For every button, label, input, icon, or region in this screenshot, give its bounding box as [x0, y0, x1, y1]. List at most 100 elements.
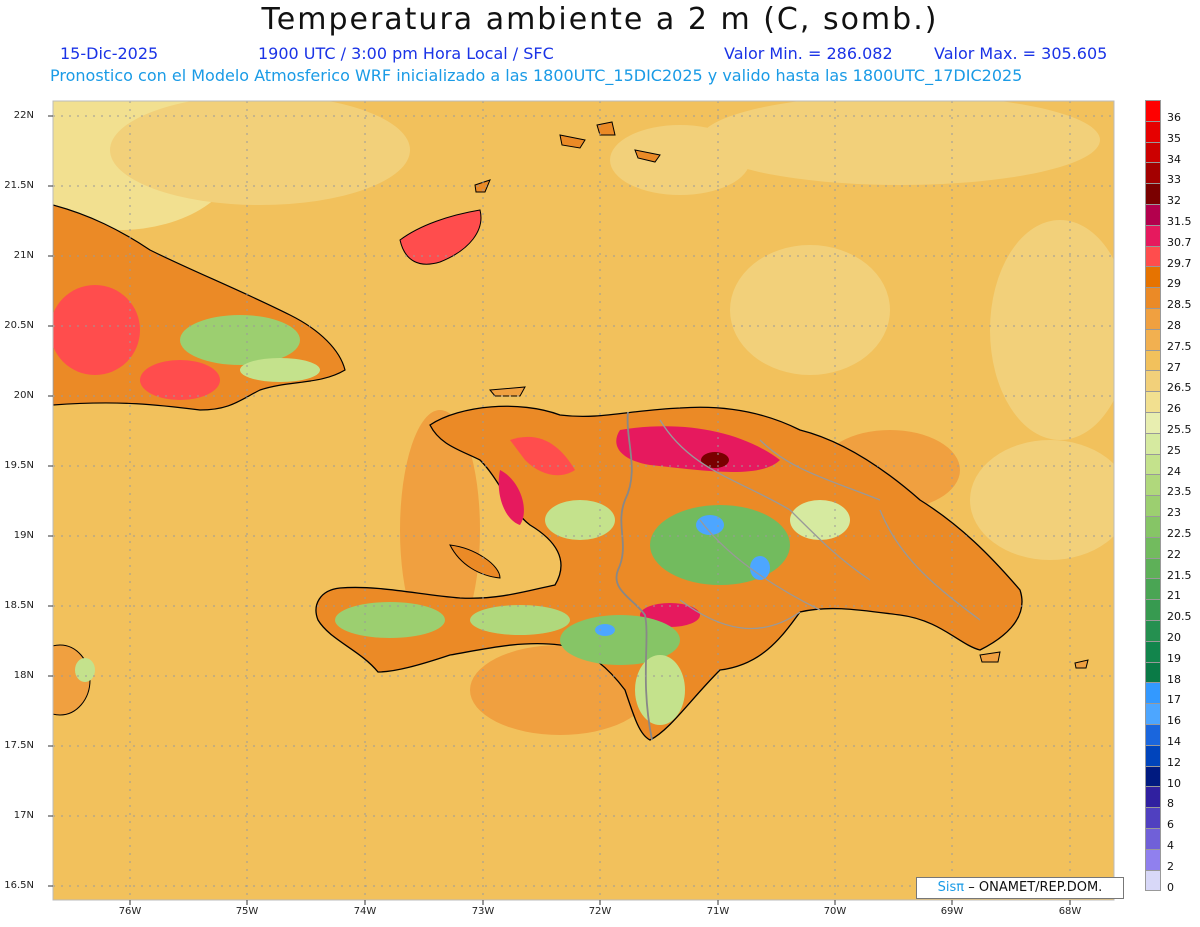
colorbar-label: 0 — [1167, 880, 1174, 894]
colorbar-swatch — [1145, 349, 1161, 372]
lat-label: 19N — [13, 530, 34, 541]
colorbar-swatch — [1145, 120, 1161, 143]
colorbar-swatch — [1145, 536, 1161, 559]
cold-peak — [750, 556, 770, 580]
warm-ocean-patch — [400, 410, 480, 650]
lon-label: 71W — [706, 906, 730, 917]
colorbar-swatch — [1145, 453, 1161, 476]
lat-label: 16.5N — [4, 880, 34, 891]
lon-label: 69W — [940, 906, 964, 917]
colorbar-swatch — [1145, 620, 1161, 642]
colorbar-label: 20.5 — [1167, 610, 1192, 624]
colorbar-swatch — [1145, 328, 1161, 351]
colorbar-swatch — [1145, 786, 1161, 809]
inagua-island — [399, 209, 482, 265]
sis-logo-text: Sisπ — [937, 880, 965, 895]
colorbar-label: 17 — [1167, 693, 1181, 707]
lon-label: 74W — [353, 906, 377, 917]
colorbar-label: 25.5 — [1167, 423, 1192, 436]
colorbar-swatch — [1145, 100, 1161, 122]
lat-label: 18N — [13, 670, 34, 681]
colorbar-label: 35 — [1167, 131, 1181, 145]
colorbar-swatch — [1145, 287, 1161, 309]
colorbar-swatch — [1145, 204, 1161, 226]
model-description: Pronostico con el Modelo Atmosferico WRF… — [50, 66, 1023, 85]
colorbar-label: 32 — [1167, 194, 1181, 208]
colorbar-label: 36 — [1167, 111, 1181, 124]
cool-highlands — [240, 358, 320, 382]
hot-zone — [140, 360, 220, 400]
colorbar-swatch — [1145, 245, 1161, 268]
colorbar-swatch — [1145, 703, 1161, 725]
colorbar-label: 22.5 — [1167, 527, 1192, 540]
colorbar-swatch — [1145, 412, 1161, 434]
lat-label: 17.5N — [4, 740, 34, 751]
cool-ocean-patch — [730, 245, 890, 375]
lat-label: 19.5N — [4, 460, 34, 471]
colorbar-label: 16 — [1167, 714, 1181, 728]
colorbar-label: 29 — [1167, 277, 1181, 291]
colorbar-swatch — [1145, 724, 1161, 746]
lat-label: 20N — [13, 390, 34, 401]
onamet-credit: – ONAMET/REP.DOM. — [968, 880, 1103, 895]
small-island — [559, 134, 586, 149]
colorbar-swatch — [1145, 391, 1161, 413]
lon-label: 72W — [588, 906, 612, 917]
colorbar-label: 24 — [1167, 464, 1181, 478]
valor-max: Valor Max. = 305.605 — [934, 44, 1108, 63]
colorbar-label: 23.5 — [1167, 485, 1192, 499]
colorbar-swatch — [1145, 557, 1161, 580]
colorbar-label: 22 — [1167, 547, 1181, 561]
cool-highlands — [75, 658, 95, 682]
massif-de-la-selle — [470, 605, 570, 635]
colorbar-label: 29.7 — [1167, 256, 1192, 270]
graticule — [53, 101, 1114, 900]
cool-ocean-patch — [610, 125, 750, 195]
saona-island — [979, 651, 1001, 663]
colorbar-swatch — [1145, 183, 1161, 205]
colorbar-swatch — [1145, 869, 1161, 892]
colorbar-label: 4 — [1167, 839, 1174, 852]
colorbar-swatch — [1145, 765, 1161, 788]
colorbar-swatch — [1145, 370, 1161, 393]
hot-zone — [53, 285, 140, 375]
colorbar-swatch — [1145, 828, 1161, 850]
colorbar-label: 10 — [1167, 776, 1181, 790]
colorbar-label: 28.5 — [1167, 298, 1192, 312]
forecast-date: 15-Dic-2025 — [60, 44, 159, 63]
colorbar-swatch — [1145, 848, 1161, 871]
cool-ocean-patch — [110, 101, 410, 205]
colorbar-swatch — [1145, 474, 1161, 497]
hot-zone — [498, 470, 524, 525]
forecast-time: 1900 UTC / 3:00 pm Hora Local / SFC — [258, 44, 554, 63]
cold-peak — [595, 624, 615, 636]
hot-zone — [616, 426, 780, 472]
valor-min: Valor Min. = 286.082 — [724, 44, 893, 63]
lat-label: 18.5N — [4, 600, 34, 611]
cool-highlands — [790, 500, 850, 540]
hispaniola-landmass — [315, 405, 1023, 741]
cool-ocean-patch — [700, 101, 1100, 185]
colorbar-swatch — [1145, 495, 1161, 517]
colorbar-swatch — [1145, 308, 1161, 330]
lat-label: 21.5N — [4, 180, 34, 191]
colorbar-swatch — [1145, 141, 1161, 164]
colorbar-swatch — [1145, 432, 1161, 455]
cool-ocean-patch — [990, 220, 1114, 440]
colorbar-swatch — [1145, 266, 1161, 289]
colorbar-label: 6 — [1167, 818, 1174, 832]
lat-label: 22N — [13, 110, 34, 121]
colorbar-swatch — [1145, 807, 1161, 829]
sierra-de-bahoruco — [560, 615, 680, 665]
colorbar-swatch — [1145, 661, 1161, 684]
credit-box: Sisπ – ONAMET/REP.DOM. — [916, 877, 1124, 899]
axis-ticks — [48, 115, 1071, 905]
colorbar-label: 31.5 — [1167, 215, 1192, 228]
colorbar-label: 27 — [1167, 360, 1181, 374]
haiti-dr-border — [615, 411, 653, 741]
map-frame — [52, 100, 1115, 901]
lat-label: 17N — [13, 810, 34, 821]
small-island — [596, 121, 616, 136]
colorbar-swatch — [1145, 578, 1161, 601]
